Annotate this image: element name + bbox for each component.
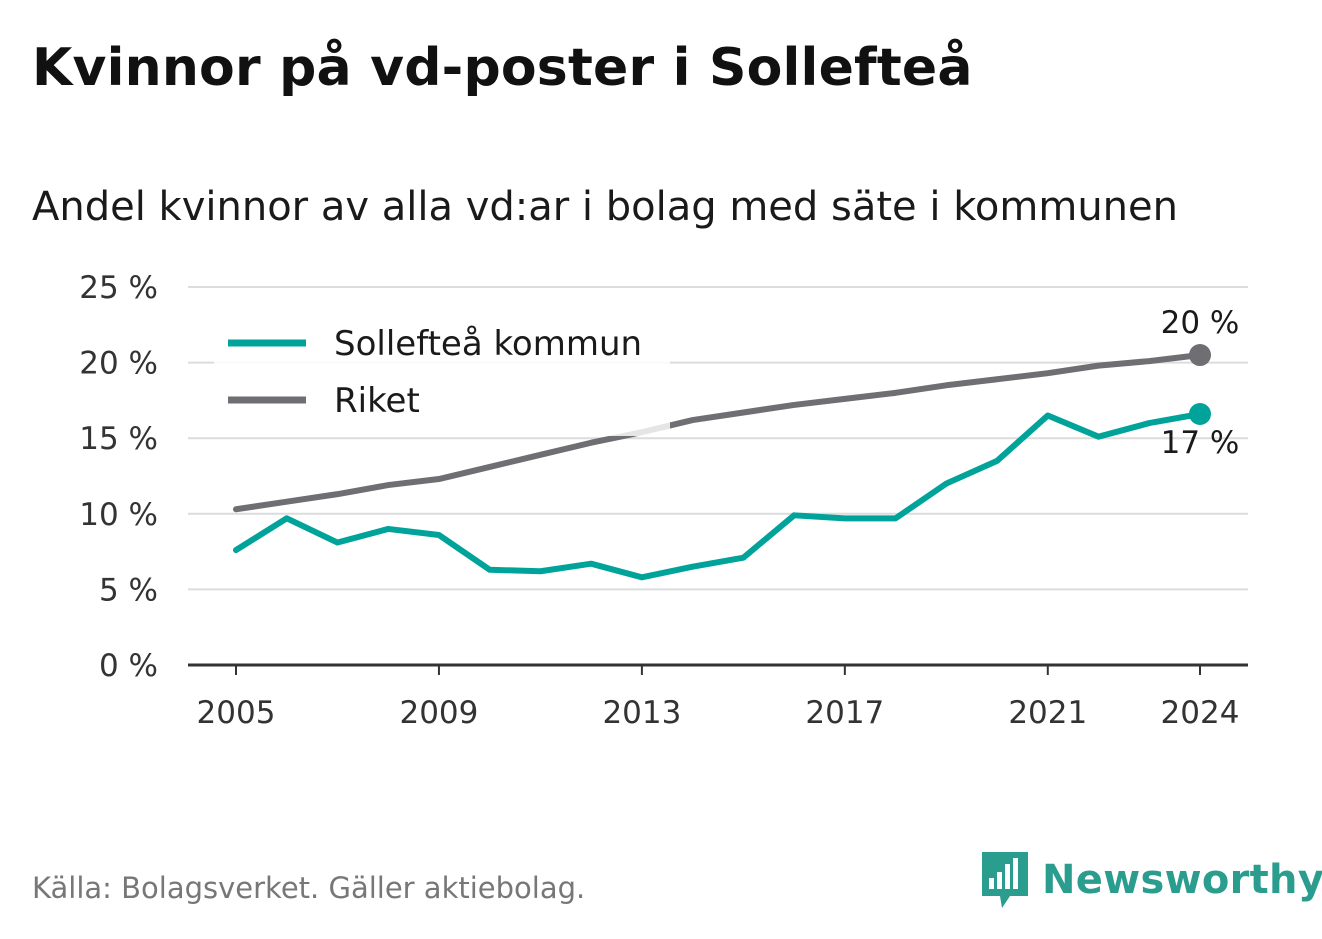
x-tick-label: 2021 (1008, 695, 1087, 731)
chart-title: Kvinnor på vd-poster i Sollefteå (32, 38, 973, 98)
legend: Sollefteå kommun Riket (214, 310, 670, 436)
y-tick-label: 5 % (99, 572, 158, 608)
x-tick-label: 2024 (1161, 695, 1240, 731)
y-tick-label: 10 % (79, 497, 158, 533)
y-axis-ticks: 0 % 5 % 10 % 15 % 20 % 25 % (79, 270, 158, 684)
brand-logo: Newsworthy (980, 850, 1322, 910)
newsworthy-logo-icon (982, 852, 1028, 908)
legend-label: Riket (334, 381, 420, 421)
end-labels: 17 % 20 % (1161, 305, 1240, 461)
series-lines (233, 352, 1203, 581)
end-label: 20 % (1161, 305, 1240, 341)
x-tick-label: 2009 (399, 695, 478, 731)
series-line-sollefte-kommun (233, 411, 1203, 581)
chart-subtitle: Andel kvinnor av alla vd:ar i bolag med … (32, 184, 1178, 230)
y-tick-label: 0 % (99, 648, 158, 684)
end-marker (1189, 403, 1211, 426)
source-note: Källa: Bolagsverket. Gäller aktiebolag. (32, 871, 586, 905)
x-axis: 2005 2009 2013 2017 2021 2024 (188, 663, 1248, 731)
x-tick-label: 2013 (602, 695, 681, 731)
legend-box (214, 310, 670, 436)
series-line-riket (233, 352, 1203, 513)
y-tick-label: 15 % (79, 421, 158, 457)
y-tick-label: 20 % (79, 346, 158, 382)
end-label: 17 % (1161, 425, 1240, 461)
brand-name: Newsworthy (1042, 857, 1322, 903)
x-tick-label: 2005 (197, 695, 276, 731)
legend-label: Sollefteå kommun (334, 324, 642, 364)
x-tick-label: 2017 (805, 695, 884, 731)
end-marker (1189, 344, 1211, 367)
y-tick-label: 25 % (79, 270, 158, 306)
